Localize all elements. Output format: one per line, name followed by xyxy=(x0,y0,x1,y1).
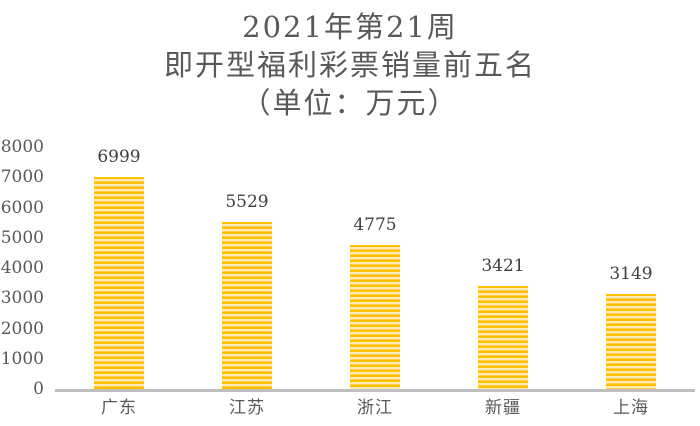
chart-title-unit-line: （单位：万元） xyxy=(241,86,459,120)
x-axis-category-label: 新疆 xyxy=(485,398,521,418)
bar-value-label: 6999 xyxy=(97,147,141,168)
x-axis-category-label: 江苏 xyxy=(229,398,265,418)
y-axis-tick-label: 1000 xyxy=(0,348,44,369)
bar-value-label: 3421 xyxy=(481,255,525,276)
bar-value-label: 5529 xyxy=(225,191,269,212)
bar xyxy=(222,221,272,389)
bar-value-label: 4775 xyxy=(353,214,397,235)
x-axis-category-label: 浙江 xyxy=(357,398,393,418)
bar xyxy=(606,293,656,389)
x-axis-line xyxy=(55,389,695,392)
y-axis-tick-label: 8000 xyxy=(0,137,44,157)
bar xyxy=(350,244,400,389)
bar xyxy=(478,285,528,389)
bar xyxy=(94,177,144,389)
chart-title-line-2: 即开型福利彩票销量前五名 xyxy=(163,48,536,82)
x-axis-category-label: 广东 xyxy=(101,398,137,418)
y-axis-tick-label: 3000 xyxy=(0,288,44,309)
chart-title: 2021年第21周 即开型福利彩票销量前五名 （单位：万元） xyxy=(0,8,700,122)
chart-title-line-1: 2021年第21周 xyxy=(242,10,458,44)
y-axis-tick-label: 5000 xyxy=(0,227,44,248)
y-axis-tick-label: 2000 xyxy=(0,318,44,339)
y-axis-tick-label: 4000 xyxy=(0,258,44,278)
y-axis-tick-label: 0 xyxy=(33,379,44,399)
x-axis-category-label: 上海 xyxy=(613,398,649,418)
y-axis-tick-label: 6000 xyxy=(0,197,44,218)
bar-value-label: 3149 xyxy=(609,263,653,284)
y-axis-tick-label: 7000 xyxy=(0,167,44,188)
